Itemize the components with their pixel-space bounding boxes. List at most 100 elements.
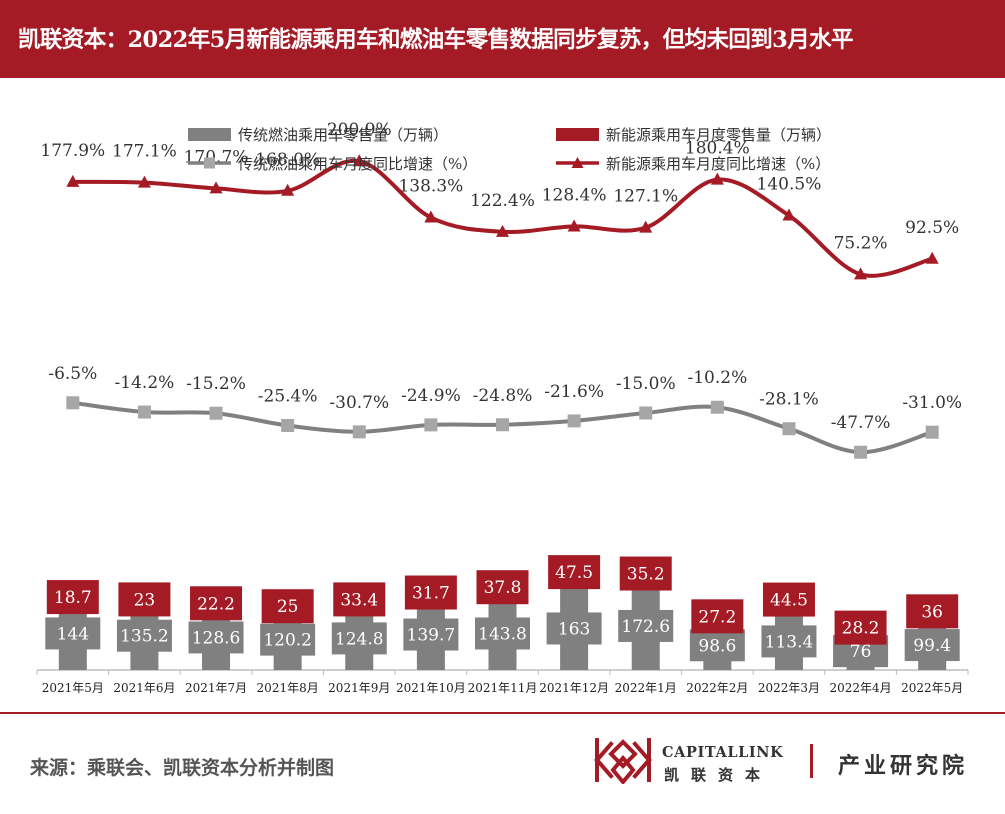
x-tick-label-8: 2022年1月 (615, 681, 677, 695)
bar-ev-label-box-0 (46, 580, 99, 615)
bar-gas-label-0: 144 (57, 624, 89, 644)
bar-gas-label-8: 172.6 (621, 617, 670, 637)
bar-ev-label-4: 33.4 (340, 590, 378, 610)
label-gas-growth-5: -24.9% (401, 386, 461, 406)
point-gas-growth-9 (710, 400, 724, 414)
label-ev-growth-10: 140.5% (757, 175, 822, 195)
x-tick-label-5: 2021年10月 (396, 681, 466, 695)
bar-gas-label-box-3 (260, 623, 316, 656)
bar-ev-label-0: 18.7 (54, 588, 92, 608)
label-gas-growth-3: -25.4% (258, 386, 318, 406)
bar-gas-label-box-8 (618, 609, 674, 642)
label-gas-growth-8: -15.0% (616, 374, 676, 394)
bar-ev-label-box-6 (476, 570, 529, 605)
point-gas-growth-2 (209, 406, 223, 420)
bar-gas-label-9: 98.6 (698, 636, 736, 656)
x-tick-label-9: 2022年2月 (686, 681, 748, 695)
x-tick-label-4: 2021年9月 (328, 681, 390, 695)
x-tick-label-6: 2021年11月 (468, 681, 538, 695)
bar-gas-label-11: 76 (850, 642, 872, 662)
point-gas-growth-4 (352, 425, 366, 439)
point-ev-growth-0 (66, 174, 80, 187)
x-tick-label-11: 2022年4月 (829, 681, 891, 695)
point-ev-growth-10 (782, 208, 796, 221)
bar-gas-label-7: 163 (558, 619, 590, 639)
point-gas-growth-3 (281, 418, 295, 432)
bar-gas-label-box-12 (904, 629, 960, 662)
label-gas-growth-0: -6.5% (48, 364, 97, 384)
bar-ev-label-box-5 (404, 575, 457, 610)
bar-gas-label-5: 139.7 (407, 626, 456, 646)
bar-ev-label-box-10 (762, 582, 815, 617)
logo-english-text: CAPITALLINK (662, 744, 784, 761)
bar-ev-label-6: 37.8 (484, 578, 522, 598)
chart: 144 18.7 2021年5月 135.2 23 2021年6月 128.6 22.2 202… (36, 120, 969, 695)
bar-gas-label-6: 143.8 (478, 624, 527, 644)
source-note: 来源：乘联会、凯联资本分析并制图 (30, 757, 335, 779)
x-tick-label-0: 2021年5月 (42, 681, 104, 695)
label-gas-growth-4: -30.7% (329, 393, 389, 413)
bar-ev-label-5: 31.7 (412, 584, 450, 604)
x-tick-label-7: 2021年12月 (539, 681, 609, 695)
bar-ev-label-2: 22.2 (197, 594, 235, 614)
bar-ev-label-box-2 (190, 586, 243, 621)
point-ev-growth-8 (639, 220, 653, 233)
bar-ev-label-7: 47.5 (555, 563, 593, 583)
label-gas-growth-12: -31.0% (902, 393, 962, 413)
label-gas-growth-7: -21.6% (544, 382, 604, 402)
bar-gas-label-box-0 (45, 617, 101, 650)
bar-ev-label-box-1 (118, 582, 171, 617)
legend-swatch-0 (188, 128, 231, 141)
x-tick-label-2: 2021年7月 (185, 681, 247, 695)
bar-ev-label-box-4 (333, 582, 386, 617)
point-gas-growth-6 (496, 418, 509, 432)
legend-swatch-1 (556, 128, 599, 141)
legend-label-3: 新能源乘用车月度同比增速（%） (606, 155, 830, 173)
label-gas-growth-6: -24.8% (473, 386, 533, 406)
label-ev-growth-6: 122.4% (470, 191, 535, 211)
point-gas-growth-5 (424, 418, 438, 432)
label-gas-growth-2: -15.2% (186, 374, 246, 394)
bar-ev-label-box-8 (619, 556, 672, 591)
point-ev-growth-2 (209, 181, 223, 194)
bar-ev-label-box-11 (834, 610, 887, 645)
bar-gas-label-box-9 (689, 629, 745, 662)
point-gas-growth-10 (782, 422, 796, 436)
bar-gas-label-box-7 (546, 612, 602, 645)
x-tick-label-12: 2022年5月 (901, 681, 963, 695)
legend-marker-3 (571, 157, 584, 168)
x-tick-label-1: 2021年6月 (113, 681, 175, 695)
logo-chinese-text: 凯联资本 (664, 766, 773, 784)
point-ev-growth-4 (352, 154, 366, 167)
bar-gas-label-box-2 (188, 621, 244, 654)
bar-ev-label-box-9 (691, 599, 744, 634)
label-gas-growth-9: -10.2% (687, 368, 747, 388)
bar-gas-label-box-4 (331, 622, 387, 655)
point-gas-growth-1 (137, 405, 151, 419)
capitallink-logo-icon (594, 738, 652, 784)
bar-gas-label-1: 135.2 (120, 627, 169, 647)
point-ev-growth-9 (710, 172, 724, 185)
label-ev-growth-5: 138.3% (398, 177, 463, 197)
institute-name: 产业研究院 (838, 753, 969, 779)
label-ev-growth-12: 92.5% (905, 218, 959, 238)
point-ev-growth-3 (281, 183, 295, 196)
label-gas-growth-11: -47.7% (831, 413, 891, 433)
bar-ev-label-10: 44.5 (770, 591, 808, 611)
bar-ev-label-9: 27.2 (698, 607, 736, 627)
point-ev-growth-6 (496, 224, 509, 237)
bar-ev-label-8: 35.2 (627, 565, 665, 585)
point-ev-growth-1 (137, 175, 151, 188)
legend-label-1: 新能源乘用车月度零售量（万辆） (606, 126, 831, 144)
header-banner: 凯联资本：2022年5月新能源乘用车和燃油车零售数据同步复苏，但均未回到3月水平 (0, 0, 1005, 78)
footer-divider (0, 712, 1005, 714)
label-ev-growth-11: 75.2% (834, 233, 888, 253)
bar-gas-label-12: 99.4 (913, 636, 951, 656)
point-gas-growth-8 (639, 406, 653, 420)
bar-ev-label-11: 28.2 (842, 619, 880, 639)
legend-label-2: 传统燃油乘用车月度同比增速（%） (238, 155, 477, 173)
legend-marker-2 (204, 157, 215, 169)
label-gas-growth-1: -14.2% (115, 373, 175, 393)
page-title: 凯联资本：2022年5月新能源乘用车和燃油车零售数据同步复苏，但均未回到3月水平 (18, 27, 854, 53)
point-ev-growth-5 (424, 210, 438, 223)
